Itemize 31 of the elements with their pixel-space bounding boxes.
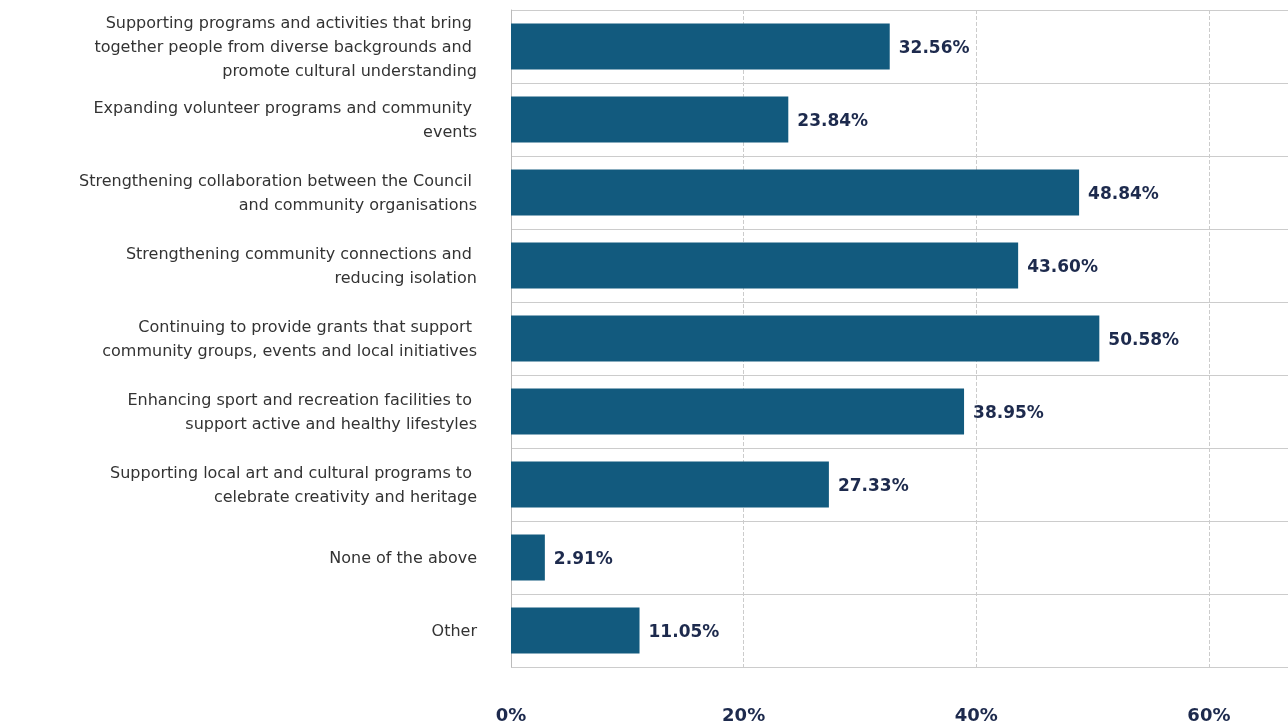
bar [511, 607, 640, 654]
bar [511, 96, 789, 143]
bar [511, 388, 965, 435]
data-label: 23.84% [797, 109, 869, 130]
y-tick-label: Supporting local art and cultural programs to celebrate creativity and heritage [110, 463, 477, 506]
x-tick-label: 0% [495, 703, 527, 725]
y-tick-label: Strengthening community connections and reducing isolation [125, 244, 477, 287]
y-tick-label: None of the above [329, 548, 477, 567]
data-label: 38.95% [973, 401, 1044, 422]
data-label: 48.84% [1088, 182, 1159, 203]
data-label: 43.60% [1027, 255, 1098, 276]
x-tick-label: 20% [722, 703, 766, 725]
bar [511, 169, 1080, 216]
data-label: 27.33% [837, 474, 909, 495]
bar [511, 315, 1100, 362]
y-tick-label: Other [431, 621, 478, 640]
data-label: 50.58% [1108, 328, 1180, 349]
bar [511, 461, 829, 508]
x-tick-label: 60% [1187, 703, 1231, 725]
y-tick-label: Expanding volunteer programs and community events [93, 98, 477, 141]
y-tick-label: Continuing to provide grants that support community groups, events and local initiatives [102, 317, 477, 360]
data-label: 11.05% [648, 620, 720, 641]
bar [511, 534, 545, 581]
data-label: 32.56% [898, 36, 970, 57]
bar [511, 23, 890, 70]
x-tick-label: 40% [954, 703, 998, 725]
y-tick-label: Supporting programs and activities that bring together people from diverse backgrounds and promote cultural understanding [94, 13, 477, 80]
bar [511, 242, 1019, 289]
y-tick-label: Strengthening collaboration between the Council and community organisations [79, 171, 477, 214]
y-tick-label: Enhancing sport and recreation facilities to support active and healthy lifestyles [127, 390, 477, 433]
data-label: 2.91% [553, 547, 613, 568]
